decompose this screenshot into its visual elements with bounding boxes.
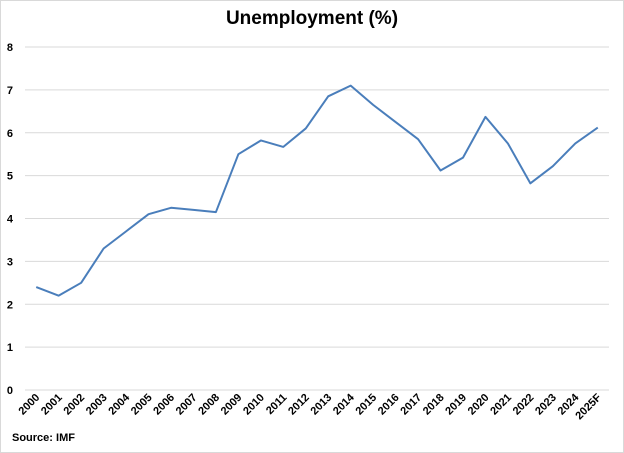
x-tick-label: 2025F <box>573 391 604 422</box>
x-tick-label: 2014 <box>331 391 357 417</box>
x-tick-label: 2022 <box>511 392 537 418</box>
y-tick-label: 4 <box>7 214 14 226</box>
x-tick-label: 2007 <box>174 392 200 418</box>
y-tick-label: 3 <box>7 256 13 268</box>
x-tick-label: 2004 <box>106 391 132 417</box>
x-tick-label: 2019 <box>443 392 469 418</box>
x-tick-label: 2016 <box>376 392 402 418</box>
y-tick-label: 6 <box>7 128 13 140</box>
y-tick-label: 2 <box>7 299 13 311</box>
x-tick-label: 2012 <box>286 392 312 418</box>
x-tick-label: 2018 <box>421 392 447 418</box>
x-tick-label: 2008 <box>196 392 222 418</box>
x-tick-label: 2015 <box>353 392 379 418</box>
y-tick-label: 1 <box>7 342 13 354</box>
chart-title: Unemployment (%) <box>225 8 399 29</box>
y-tick-label: 8 <box>7 42 13 54</box>
x-tick-label: 2013 <box>309 392 335 418</box>
x-tick-label: 2021 <box>488 392 514 418</box>
series-group <box>35 84 599 297</box>
x-tick-label: 2000 <box>17 392 43 418</box>
x-tick-label: 2010 <box>241 392 267 418</box>
y-tick-label: 7 <box>7 85 13 97</box>
gridlines <box>25 46 609 391</box>
x-tick-label: 2009 <box>219 392 245 418</box>
x-tick-label: 2017 <box>398 392 424 418</box>
y-tick-label: 0 <box>7 385 13 397</box>
series-line <box>35 84 599 297</box>
x-tick-label: 2001 <box>39 392 65 418</box>
x-tick-label: 2003 <box>84 392 110 418</box>
source-note: Source: IMF <box>12 432 75 444</box>
x-axis-ticks: 2000200120022003200420052006200720082009… <box>17 391 605 422</box>
x-tick-label: 2005 <box>129 392 155 418</box>
x-tick-label: 2020 <box>466 392 492 418</box>
x-tick-label: 2011 <box>264 392 289 417</box>
x-tick-label: 2023 <box>533 392 559 418</box>
x-tick-label: 2002 <box>61 392 87 418</box>
x-tick-label: 2006 <box>151 392 177 418</box>
y-axis-ticks: 0 1 2 3 4 5 6 7 8 <box>7 42 14 397</box>
y-tick-label: 5 <box>7 171 13 183</box>
